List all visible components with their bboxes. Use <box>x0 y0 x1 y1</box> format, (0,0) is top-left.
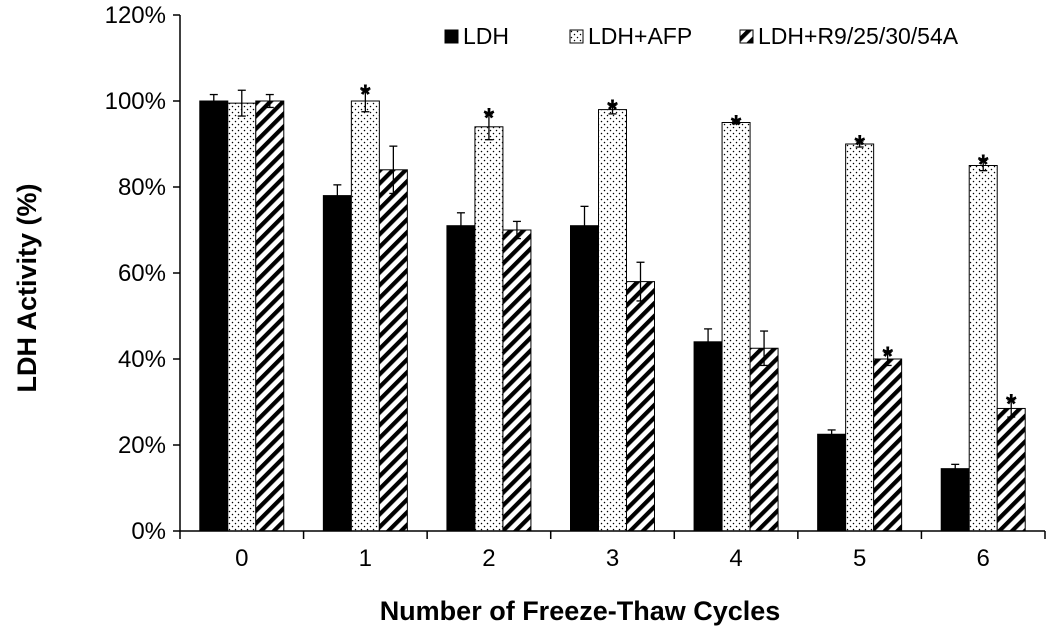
y-tick-label: 0% <box>131 518 166 545</box>
significance-star: * <box>978 148 989 179</box>
significance-marker-group: * * * * * * * * <box>360 78 1017 419</box>
bar-ldh-afp-cycle-6 <box>968 165 998 532</box>
bar-ldh-afp-cycle-4 <box>721 122 751 532</box>
bar-ldh-cycle-6 <box>940 468 970 532</box>
bar-series-group <box>199 100 1026 532</box>
y-tick-label: 120% <box>105 2 166 29</box>
y-tick-label: 80% <box>118 174 166 201</box>
x-axis-title: Number of Freeze-Thaw Cycles <box>380 596 781 626</box>
significance-star: * <box>483 102 494 133</box>
bar-ldh-mutant-cycle-3 <box>626 281 655 532</box>
legend-swatch <box>739 29 754 44</box>
significance-star: * <box>360 78 371 109</box>
significance-star: * <box>607 93 618 124</box>
x-tick-label: 4 <box>729 545 742 572</box>
x-tick-label: 2 <box>482 545 495 572</box>
bar-ldh-afp-cycle-5 <box>845 143 875 532</box>
bar-ldh-cycle-3 <box>570 225 599 532</box>
bar-ldh-afp-cycle-3 <box>598 109 627 532</box>
bar-ldh-afp-cycle-0 <box>227 102 257 532</box>
bar-ldh-cycle-2 <box>446 225 476 532</box>
legend-label: LDH <box>463 23 509 49</box>
x-tick-label: 6 <box>977 545 990 572</box>
y-tick-label: 20% <box>118 432 166 459</box>
y-tick-label: 100% <box>105 88 166 115</box>
significance-star: * <box>882 341 893 372</box>
bar-ldh-mutant-cycle-2 <box>502 229 532 532</box>
bar-ldh-mutant-cycle-4 <box>749 347 779 532</box>
legend-swatch <box>444 29 459 44</box>
error-bar-group <box>209 89 1016 474</box>
axes: 0% 20% 40% 60% 80% 100% 120% 0 1 2 3 4 5 6 <box>105 2 1046 572</box>
y-axis-title: LDH Activity (%) <box>12 183 42 392</box>
bar-ldh-cycle-0 <box>199 100 229 532</box>
bar-ldh-cycle-4 <box>693 341 723 532</box>
bar-ldh-mutant-cycle-1 <box>378 169 408 532</box>
y-tick-label: 40% <box>118 346 166 373</box>
x-tick-label: 1 <box>359 545 372 572</box>
x-tick-label: 0 <box>235 545 248 572</box>
bar-ldh-afp-cycle-1 <box>350 100 380 532</box>
bar-ldh-cycle-1 <box>322 195 352 532</box>
bar-ldh-cycle-5 <box>817 433 847 532</box>
bar-ldh-mutant-cycle-5 <box>873 358 903 532</box>
legend-swatch <box>569 29 584 44</box>
bar-ldh-mutant-cycle-6 <box>996 407 1026 532</box>
legend: LDH LDH+AFP LDH+R9/25/30/54A <box>444 23 959 49</box>
significance-star: * <box>731 109 742 140</box>
legend-label: LDH+R9/25/30/54A <box>758 23 959 49</box>
legend-label: LDH+AFP <box>588 23 692 49</box>
significance-star: * <box>1006 388 1017 419</box>
significance-star: * <box>854 129 865 160</box>
x-tick-label: 5 <box>853 545 866 572</box>
y-tick-label: 60% <box>118 260 166 287</box>
bar-ldh-afp-cycle-2 <box>474 126 504 532</box>
bar-ldh-mutant-cycle-0 <box>255 100 285 532</box>
x-tick-label: 3 <box>606 545 619 572</box>
